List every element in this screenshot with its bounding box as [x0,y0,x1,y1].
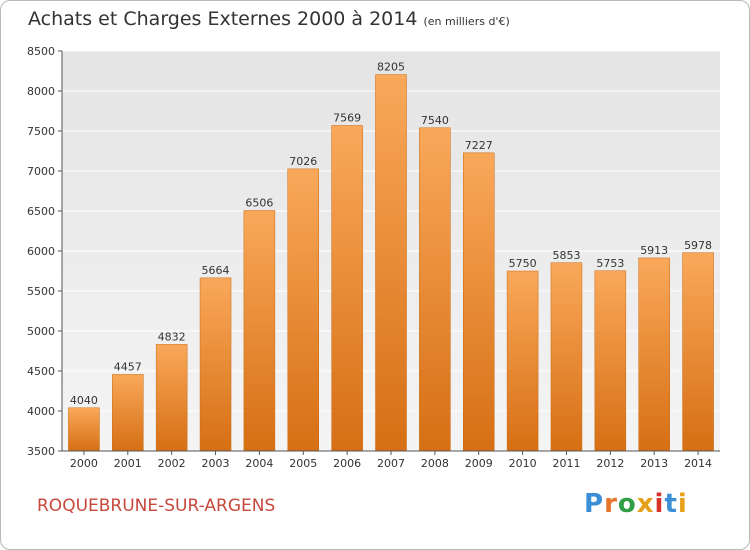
bar [594,270,627,452]
x-tick-label: 2007 [377,457,405,470]
x-tick-label: 2011 [552,457,580,470]
x-tick-label: 2013 [640,457,668,470]
y-tick-label: 5500 [27,285,55,298]
bar [68,407,100,452]
chart-title-text: Achats et Charges Externes 2000 à 2014 [28,8,418,30]
logo-letter: i [654,489,665,519]
y-tick-label: 5000 [27,325,55,338]
value-label: 7026 [289,155,317,168]
y-tick-label: 4500 [27,365,55,378]
y-tick-label: 3500 [27,445,55,458]
x-tick-label: 2012 [596,457,624,470]
chart-title: Achats et Charges Externes 2000 à 2014 (e… [28,8,510,30]
chart-subtitle: (en milliers d'€) [423,15,510,28]
value-label: 5853 [552,249,580,262]
value-label: 5750 [509,257,537,270]
x-tick-label: 2001 [114,457,142,470]
bar [155,344,188,452]
x-tick-label: 2002 [158,457,186,470]
x-tick-label: 2006 [333,457,361,470]
value-label: 7227 [465,139,493,152]
value-label: 8205 [377,61,405,74]
value-labels: 4040 4457 4832 5664 6506 7026 7569 8205 7540 7227… [70,61,712,407]
bar [199,277,232,452]
x-axis: 2000 2001 2002 2003 2004 2005 2006 2007 2008 2009… [70,451,712,470]
logo-letter: P [584,489,605,519]
logo-letter: x [636,489,655,519]
value-label: 5753 [596,257,624,270]
value-label: 5664 [202,264,230,277]
value-label: 4040 [70,394,98,407]
y-tick-label: 6000 [27,245,55,258]
bar [331,125,363,452]
x-tick-label: 2000 [70,457,98,470]
value-label: 6506 [245,197,273,210]
logo-letter: o [617,489,637,519]
bars [68,74,714,452]
x-tick-label: 2008 [421,457,449,470]
bar [375,74,407,452]
value-label: 7569 [333,111,361,124]
y-tick-label: 4000 [27,405,55,418]
logo-letter: t [664,489,678,519]
y-tick-label: 8000 [27,85,55,98]
x-tick-label: 2009 [465,457,493,470]
value-label: 4457 [114,360,142,373]
bar [638,257,670,452]
bar [419,127,451,452]
bar [682,252,714,452]
value-label: 5978 [684,239,712,252]
bar [112,374,144,452]
x-tick-label: 2014 [684,457,712,470]
logo-letter: r [604,489,618,519]
y-tick-label: 6500 [27,205,55,218]
y-tick-label: 7500 [27,125,55,138]
y-tick-label: 7000 [27,165,55,178]
x-tick-label: 2005 [289,457,317,470]
y-tick-label: 8500 [27,45,55,58]
bar [287,168,320,452]
bar [506,270,539,452]
value-label: 5913 [640,244,668,257]
value-label: 7540 [421,114,449,127]
value-label: 4832 [158,330,186,343]
proxiti-logo: Proxiti [584,489,688,519]
x-tick-label: 2003 [202,457,230,470]
x-tick-label: 2004 [245,457,273,470]
logo-letter: i [677,489,688,519]
y-axis: 3500 4000 4500 5000 5500 6000 6500 7000 7500 8000… [27,45,62,458]
town-name: ROQUEBRUNE-SUR-ARGENS [37,496,276,516]
x-tick-label: 2010 [509,457,537,470]
bar [243,210,276,452]
bar [462,152,495,452]
bar [550,262,583,452]
